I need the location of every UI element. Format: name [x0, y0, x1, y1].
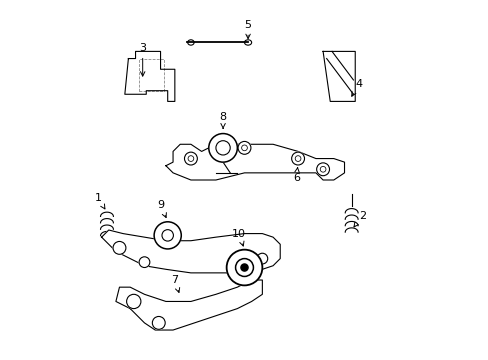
- Text: 10: 10: [232, 229, 245, 246]
- Polygon shape: [102, 230, 280, 273]
- Text: 5: 5: [244, 19, 251, 39]
- Circle shape: [126, 294, 141, 309]
- Text: 9: 9: [157, 200, 166, 217]
- Circle shape: [291, 152, 304, 165]
- Text: 4: 4: [351, 78, 362, 96]
- Circle shape: [184, 152, 197, 165]
- Polygon shape: [116, 280, 262, 330]
- Polygon shape: [165, 144, 344, 180]
- Text: 1: 1: [94, 193, 105, 209]
- Circle shape: [316, 163, 329, 176]
- Circle shape: [152, 316, 165, 329]
- Circle shape: [257, 253, 267, 264]
- Text: 3: 3: [139, 43, 146, 76]
- Text: 8: 8: [219, 112, 226, 128]
- Circle shape: [226, 249, 262, 285]
- Circle shape: [238, 141, 250, 154]
- Circle shape: [241, 264, 247, 271]
- Text: 7: 7: [171, 275, 179, 292]
- Circle shape: [113, 242, 125, 254]
- Circle shape: [139, 257, 149, 267]
- Circle shape: [208, 134, 237, 162]
- Text: 2: 2: [353, 211, 365, 227]
- Circle shape: [154, 222, 181, 249]
- Text: 6: 6: [292, 167, 299, 183]
